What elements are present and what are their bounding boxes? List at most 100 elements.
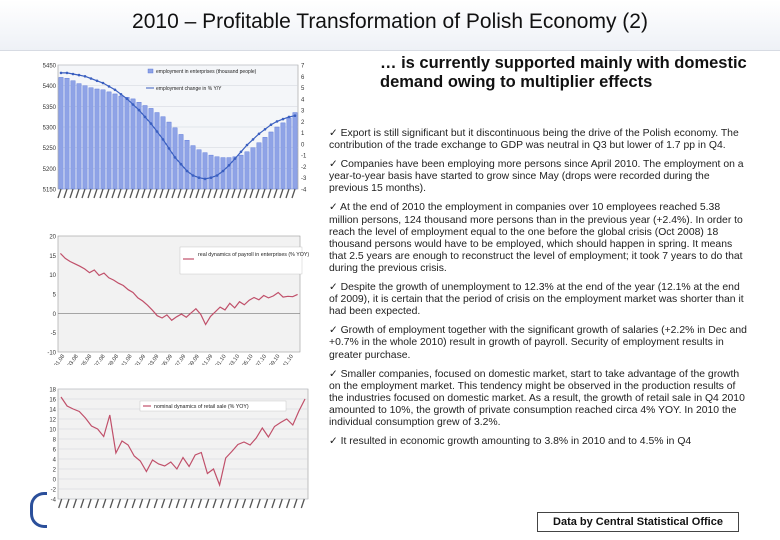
employment-change-point [215,174,219,177]
employment-bar [220,157,226,190]
x-tick-label [234,498,239,509]
employment-bar [136,102,142,190]
x-tick-label [58,498,63,509]
x-tick-label: 01.09 [134,354,147,365]
x-tick-label [175,498,180,509]
x-tick-label: 05.08 [80,354,93,365]
bullet-unemployment: ✓ Despite the growth of unemployment to … [329,282,744,318]
employment-change-point [89,77,93,80]
x-tick-label [219,498,225,509]
x-tick-label: 09.09 [188,354,201,365]
x-tick-label [263,498,269,509]
y-tick-label: 4 [301,97,305,103]
y-tick-label: 6 [301,75,305,81]
employment-change-point [281,117,285,121]
employment-bar [94,88,100,190]
y-tick-label: 7 [301,64,305,70]
employment-change-point [203,177,207,181]
bullet-economic-growth: ✓ It resulted in economic growth amounti… [329,436,692,448]
x-tick-label [273,188,278,199]
x-tick-label: 11.10 [282,354,295,365]
x-tick-label: 07.10 [255,354,268,365]
x-tick-label: 03.10 [228,354,241,365]
y-tick-label: 1 [301,131,305,137]
x-tick-label [75,188,80,199]
y-tick-label: 16 [49,398,56,404]
x-tick-label [117,188,122,199]
x-tick-label [57,188,62,199]
x-tick-label [94,498,100,509]
y-tick-label: -1 [301,154,307,160]
x-tick-label [131,498,136,509]
employment-change-point [191,174,195,177]
x-tick-label [195,188,200,199]
x-tick-label [141,188,146,199]
x-tick-label [161,498,166,509]
payroll-line [59,252,298,326]
y-tick-label: 0 [53,312,57,318]
employment-bar [154,112,160,190]
x-tick-label [201,188,206,199]
employment-change-point [245,143,249,147]
employment-change-point [119,93,123,96]
x-tick-label: 01.08 [53,354,66,365]
x-tick-label [207,188,212,199]
employment-change-point [239,150,243,154]
x-tick-label [153,188,158,199]
y-tick-label: 8 [53,438,57,444]
employment-bar [124,97,130,190]
employment-bar [238,154,244,190]
legend-entry: nominal dynamics of retail sale (% YOY) [154,404,249,410]
x-tick-label [123,188,128,199]
employment-change-point [197,176,201,179]
employment-bar [190,145,196,190]
x-tick-label [225,188,230,199]
x-tick-label [286,498,291,509]
employment-change-point [263,128,267,131]
x-tick-label [109,498,114,509]
y-tick-label: 14 [49,408,56,414]
y-tick-label: 5400 [43,84,57,90]
x-tick-label [81,188,86,199]
employment-change-point [107,85,111,88]
retail-sale-line [60,396,306,488]
employment-change-point [179,162,183,166]
employment-bar [274,126,280,190]
employment-bar [64,78,70,190]
employment-change-point [161,138,165,141]
employment-bar [250,147,256,190]
employment-chart: 5450 5400 5350 5300 5250 5200 5150 7 6 5 4 3 2 1 0 -1 -2… [43,64,307,199]
y-tick-label: 0 [53,478,57,484]
employment-change-point [251,138,255,141]
y-tick-label: 12 [49,418,56,424]
x-tick-label: 03.09 [148,354,161,365]
x-tick-label [159,188,164,199]
employment-bar [232,156,238,190]
x-tick-label [99,188,104,199]
y-tick-label: 5 [301,86,305,92]
x-tick-label [146,498,151,509]
employment-bar [106,91,112,190]
x-tick-label [153,498,158,509]
x-tick-label [116,498,122,509]
y-tick-label: 5250 [43,146,57,152]
employment-bar [262,137,268,190]
x-tick-label [189,188,194,199]
x-tick-label [267,188,272,199]
x-tick-label [219,188,224,199]
employment-bar [244,151,250,190]
employment-bar [226,157,232,190]
employment-change-point [77,73,81,77]
x-tick-label [249,188,254,199]
employment-bar [202,152,208,190]
x-tick-label: 09.10 [269,354,282,365]
employment-bar [118,95,124,190]
employment-change-point [65,71,69,75]
x-tick-label [147,188,152,199]
employment-bar [268,131,274,190]
employment-bar [160,116,166,190]
employment-bar [58,77,64,190]
employment-change-line [61,72,296,180]
x-tick-label [183,498,188,509]
employment-bar [166,121,172,190]
